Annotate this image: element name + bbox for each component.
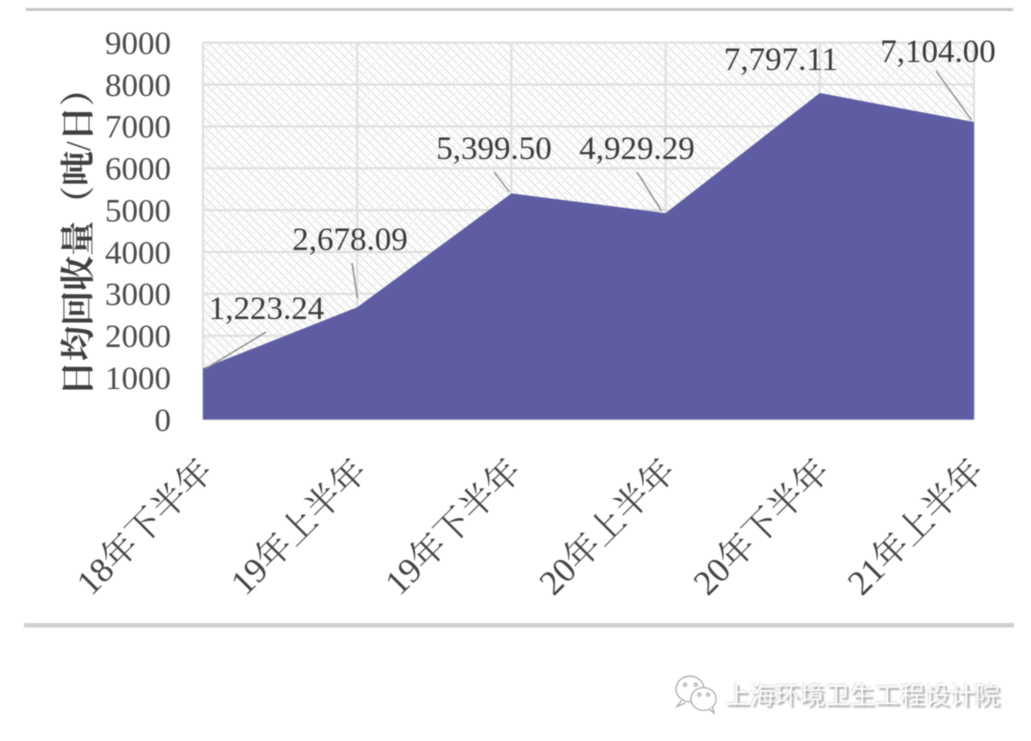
svg-text:2,678.09: 2,678.09 bbox=[292, 222, 408, 258]
svg-text:7,104.00: 7,104.00 bbox=[880, 34, 996, 70]
svg-text:1,223.24: 1,223.24 bbox=[209, 291, 325, 327]
svg-text:1000: 1000 bbox=[105, 361, 171, 397]
svg-text:4,929.29: 4,929.29 bbox=[579, 131, 695, 167]
svg-text:7000: 7000 bbox=[105, 110, 171, 146]
svg-text:6000: 6000 bbox=[105, 152, 171, 188]
svg-text:7,797.11: 7,797.11 bbox=[724, 42, 838, 78]
svg-text:8000: 8000 bbox=[105, 68, 171, 104]
svg-text:5,399.50: 5,399.50 bbox=[436, 131, 552, 167]
svg-text:2000: 2000 bbox=[105, 319, 171, 355]
svg-text:9000: 9000 bbox=[105, 26, 171, 62]
svg-text:0: 0 bbox=[155, 403, 172, 439]
svg-text:3000: 3000 bbox=[105, 277, 171, 313]
svg-text:4000: 4000 bbox=[105, 235, 171, 271]
svg-text:5000: 5000 bbox=[105, 193, 171, 229]
